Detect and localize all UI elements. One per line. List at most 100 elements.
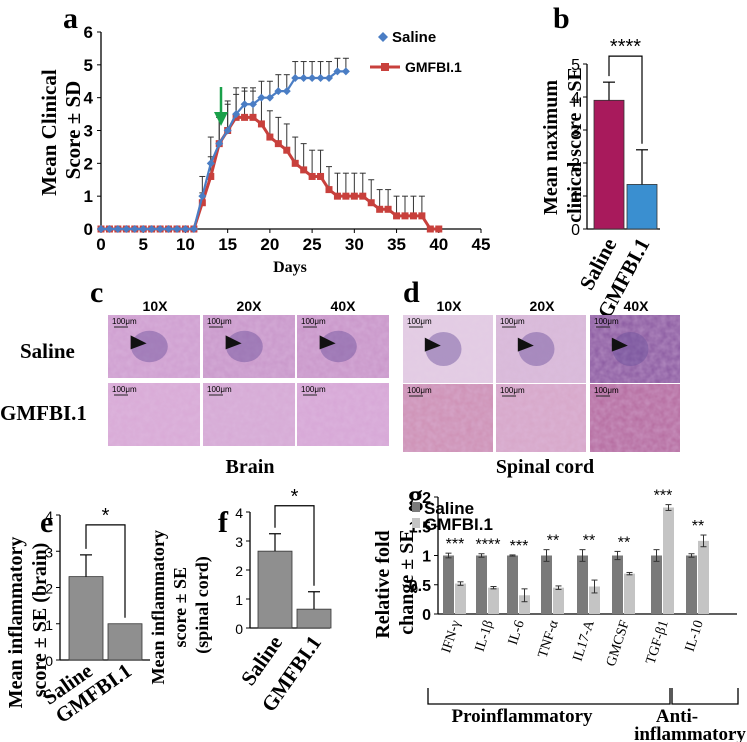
chart-e-ylabel-line1: Mean inflammatory xyxy=(5,537,27,709)
histology-texture xyxy=(297,315,389,378)
arrowhead-marker xyxy=(517,337,534,352)
point-gmfbi xyxy=(283,146,291,154)
chart-a-xtick-label: 40 xyxy=(429,235,448,254)
bar-saline xyxy=(577,555,588,614)
chart-b-ylabel-line1: Mean naximum xyxy=(540,80,562,215)
chart-a-ytick-label: 2 xyxy=(84,154,93,173)
magnification-label: 20X xyxy=(530,298,556,314)
significance-stars: **** xyxy=(610,36,641,58)
magnification-label: 40X xyxy=(331,298,357,314)
point-saline xyxy=(274,87,283,96)
chart-g-group-brackets: Proinflammatory Anti- inflammatory xyxy=(427,688,746,742)
chart-g-ylabel-line1: Relative fold xyxy=(372,530,394,638)
panel-c-histology: 10X 20X 40X 100μm 100μm 100μm 100μm 100μm 100μm xyxy=(108,298,389,446)
magnification-label: 40X xyxy=(624,298,650,314)
chart-b-ylabel-line2: clinical score ± SE xyxy=(564,67,586,223)
bar-saline xyxy=(443,555,454,614)
panel-g-bar-chart: Relative fold change ± SE 00.511.52***IF… xyxy=(372,488,746,742)
point-saline xyxy=(122,225,131,233)
panel-d-histology: 10X 20X 40X 100μm 100μm 100μm 100μm 100μm 100μm xyxy=(403,298,680,452)
bar-saline xyxy=(593,99,625,230)
point-gmfbi xyxy=(426,225,434,233)
point-gmfbi xyxy=(257,120,265,128)
point-saline xyxy=(198,192,207,201)
chart-g-significance: *** xyxy=(510,538,529,555)
histology-texture xyxy=(496,315,586,383)
scale-bar-label: 100μm xyxy=(407,317,432,326)
point-gmfbi xyxy=(384,205,392,213)
caption-brain: Brain xyxy=(226,456,275,478)
legend-g-saline-label: Saline xyxy=(424,499,474,518)
chart-a-legend: Saline GMFBI.1 xyxy=(370,29,462,75)
ytick-label: 4 xyxy=(45,508,53,524)
point-saline xyxy=(113,225,122,233)
bar-gmfbi xyxy=(698,540,709,614)
chart-g-significance: *** xyxy=(654,488,673,505)
point-saline xyxy=(223,126,232,135)
row-label-saline: Saline xyxy=(20,339,75,363)
chart-a-xtick-label: 30 xyxy=(345,235,364,254)
point-gmfbi xyxy=(333,192,341,200)
ytick-label: 4 xyxy=(571,90,580,107)
chart-g-ylabel-line2: change ± SE xyxy=(396,529,418,634)
panel-label-d: d xyxy=(403,276,420,309)
scale-bar-label: 100μm xyxy=(407,386,432,395)
scale-bar-label: 100μm xyxy=(112,317,137,326)
panel-f-bar-chart: Mean inflammatory score ± SE (spinal cor… xyxy=(148,486,332,716)
scale-bar-label: 100μm xyxy=(207,317,232,326)
point-saline xyxy=(156,225,165,233)
point-gmfbi xyxy=(300,166,308,174)
magnification-label: 10X xyxy=(437,298,463,314)
chart-e-ylabel: Mean inflammatory score ± SE (brain) xyxy=(5,532,51,709)
legend-g-saline-swatch xyxy=(412,502,420,512)
point-gmfbi xyxy=(207,172,215,180)
magnification-label: 10X xyxy=(143,298,169,314)
chart-f-ylabel: Mean inflammatory score ± SE (spinal cor… xyxy=(148,526,213,685)
scale-bar-label: 100μm xyxy=(112,385,137,394)
bar-saline xyxy=(257,550,293,629)
point-saline xyxy=(316,73,325,82)
chart-g-ytick-label: 1 xyxy=(422,549,431,566)
ytick-label: 2 xyxy=(235,563,243,579)
chart-g-category-label: IL17-A xyxy=(571,618,599,663)
chart-a-ytick-label: 1 xyxy=(84,187,93,206)
ytick-label: 0 xyxy=(571,222,580,239)
ytick-label: 3 xyxy=(571,123,580,140)
panel-label-c: c xyxy=(90,276,103,309)
chart-g-category-label: IL-1β xyxy=(473,619,497,654)
chart-f-ylabel-line3: (spinal cord) xyxy=(192,556,213,654)
point-gmfbi xyxy=(198,199,206,207)
chart-a-xtick-label: 25 xyxy=(303,235,322,254)
point-saline xyxy=(291,73,300,82)
group-label-proinflammatory: Proinflammatory xyxy=(451,706,593,727)
bar-saline xyxy=(541,555,552,614)
point-saline xyxy=(130,225,139,233)
panel-b-bar-chart: Mean naximum clinical score ± SE 012345S… xyxy=(540,36,660,322)
inflammatory-infiltrate xyxy=(131,330,168,363)
point-saline xyxy=(282,87,291,96)
histology-texture xyxy=(203,383,295,446)
significance-stars: * xyxy=(102,505,110,527)
bar-gmfbi xyxy=(589,586,600,614)
chart-f-ylabel-line2: score ± SE xyxy=(170,567,190,648)
ytick-label: 1 xyxy=(571,189,580,206)
panel-e-bar-chart: Mean inflammatory score ± SE (brain) 0 1 2… xyxy=(5,505,150,728)
bar-saline xyxy=(68,576,104,661)
inflammatory-infiltrate xyxy=(320,330,357,363)
legend-gmfbi-label: GMFBI.1 xyxy=(405,59,462,75)
panel-label-a: a xyxy=(63,2,78,35)
scale-bar-label: 100μm xyxy=(500,386,525,395)
bar-gmfbi xyxy=(663,507,674,614)
chart-g-ytick-label: 2 xyxy=(422,490,431,507)
point-saline xyxy=(341,67,350,76)
row-label-gmfbi: GMFBI.1 xyxy=(0,401,87,425)
magnification-label: 20X xyxy=(237,298,263,314)
chart-g-ylabel: Relative fold change ± SE xyxy=(372,525,418,638)
chart-a-xtick-label: 35 xyxy=(387,235,406,254)
chart-g-category-label: TNF-α xyxy=(536,618,562,660)
bracket-anti-inflammatory xyxy=(671,688,739,705)
histology-texture xyxy=(590,315,680,383)
